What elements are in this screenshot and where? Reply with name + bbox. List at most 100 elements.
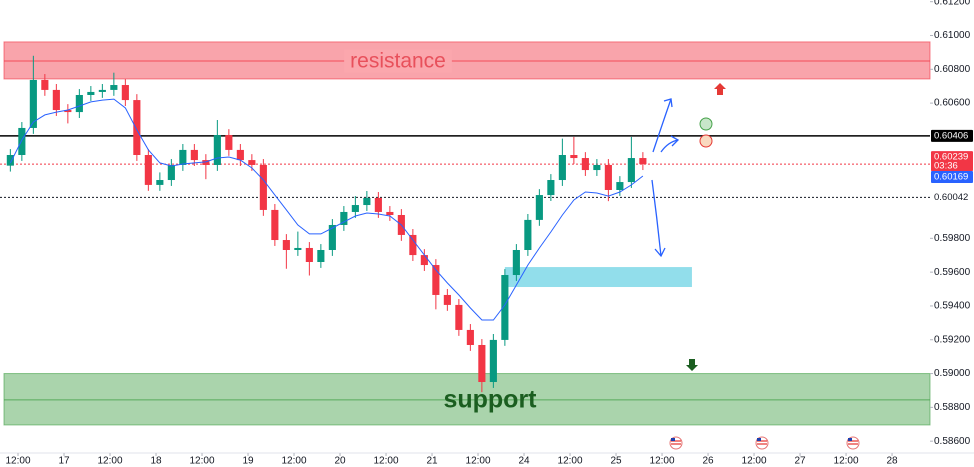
candles	[6, 55, 647, 393]
x-tick-label: 12:00	[466, 456, 491, 467]
candle-body	[524, 219, 532, 250]
up-arrow	[652, 98, 672, 153]
y-tick-label: 0.59800	[934, 233, 971, 244]
candle-body	[156, 180, 164, 185]
candle-body	[18, 127, 26, 156]
y-tick-label: 0.59600	[934, 267, 971, 278]
candle-body	[386, 211, 394, 216]
arrow-head	[663, 98, 673, 108]
x-tick-label: 27	[794, 456, 806, 467]
price-tag	[931, 151, 973, 172]
candle-body	[271, 209, 279, 241]
candle-body	[420, 255, 428, 266]
side-arrow	[660, 139, 679, 153]
candle-body	[351, 205, 359, 212]
y-tick-label: 0.61200	[934, 0, 971, 7]
candle-body	[305, 247, 313, 262]
candle-body	[213, 135, 221, 165]
x-tick-label: 28	[886, 456, 898, 467]
x-tick-label: 12:00	[650, 456, 675, 467]
y-tick-label: 0.60800	[934, 64, 971, 75]
candle-body	[236, 149, 244, 161]
candle-body	[328, 224, 336, 250]
candle-body	[466, 329, 474, 345]
candle-body	[455, 304, 463, 330]
y-tick-label: 0.59000	[934, 368, 971, 379]
candle-body	[98, 89, 106, 92]
arrow-head	[654, 247, 666, 258]
candle-body	[616, 182, 624, 190]
price-lines	[0, 135, 930, 198]
x-tick-label: 12:00	[6, 456, 31, 467]
price-tag-label: 0.60406	[934, 130, 968, 141]
candle-body	[374, 197, 382, 212]
x-tick-label: 12:00	[558, 456, 583, 467]
candle-body	[570, 155, 578, 159]
candle-body	[282, 240, 290, 250]
candle-body	[259, 164, 267, 210]
candle-body	[190, 149, 198, 161]
candle-body	[593, 164, 601, 171]
candle-body	[340, 211, 348, 225]
down-arrow	[651, 179, 662, 257]
zones: resistance support	[3, 41, 931, 426]
candle-body	[75, 94, 83, 113]
demand-box	[504, 267, 692, 288]
arrow-head	[670, 135, 680, 147]
candle-body	[179, 149, 187, 165]
candle-body	[29, 79, 37, 128]
candle-body	[581, 158, 589, 171]
candle-body	[604, 164, 612, 190]
y-tick-label: 0.59200	[934, 334, 971, 345]
zone	[3, 41, 931, 80]
candle-body	[501, 275, 509, 340]
x-tick-label: 24	[518, 456, 530, 467]
candle-body	[6, 155, 14, 166]
x-tick-label: 12:00	[374, 456, 399, 467]
candle-body	[110, 85, 118, 90]
down-signal	[686, 359, 698, 371]
zone	[3, 373, 931, 426]
candle-body	[202, 160, 210, 165]
ma-line	[9, 98, 644, 321]
candle-body	[87, 91, 95, 95]
x-tick-label: 12:00	[742, 456, 767, 467]
event-flag	[755, 436, 769, 450]
candle-body	[409, 234, 417, 256]
candle-body	[432, 265, 440, 295]
moving-average	[9, 98, 644, 321]
candle-body	[52, 89, 60, 111]
price-tag-label: 0.60042	[934, 192, 968, 203]
x-tick-label: 21	[426, 456, 438, 467]
countdown: 03:36	[934, 161, 958, 172]
x-tick-label: 18	[150, 456, 162, 467]
x-tick-label: 12:00	[282, 456, 307, 467]
candle-body	[535, 195, 543, 220]
candle-body	[547, 180, 555, 196]
candle-body	[248, 160, 256, 165]
candle-body	[64, 110, 72, 113]
price-tag	[931, 129, 973, 142]
y-tick-label: 0.61000	[934, 30, 971, 41]
candle-body	[144, 155, 152, 185]
price-tag	[931, 191, 973, 204]
candle-body	[133, 100, 141, 156]
x-tick-label: 26	[702, 456, 714, 467]
candle-body	[363, 197, 371, 206]
x-tick-label: 12:00	[98, 456, 123, 467]
event-flag	[669, 436, 683, 450]
candle-body	[478, 344, 486, 383]
label-backdrop	[344, 49, 452, 73]
candle-body	[558, 155, 566, 181]
candle-body	[489, 339, 497, 383]
y-tick-label: 0.58600	[934, 436, 971, 447]
candle-body	[639, 158, 647, 165]
y-tick-label: 0.59400	[934, 301, 971, 312]
price-tag-label: 0.60239	[934, 152, 968, 163]
x-tick-label: 20	[334, 456, 346, 467]
candle-body	[317, 249, 325, 262]
up-signal	[714, 83, 726, 95]
zone-label: support	[443, 386, 537, 414]
